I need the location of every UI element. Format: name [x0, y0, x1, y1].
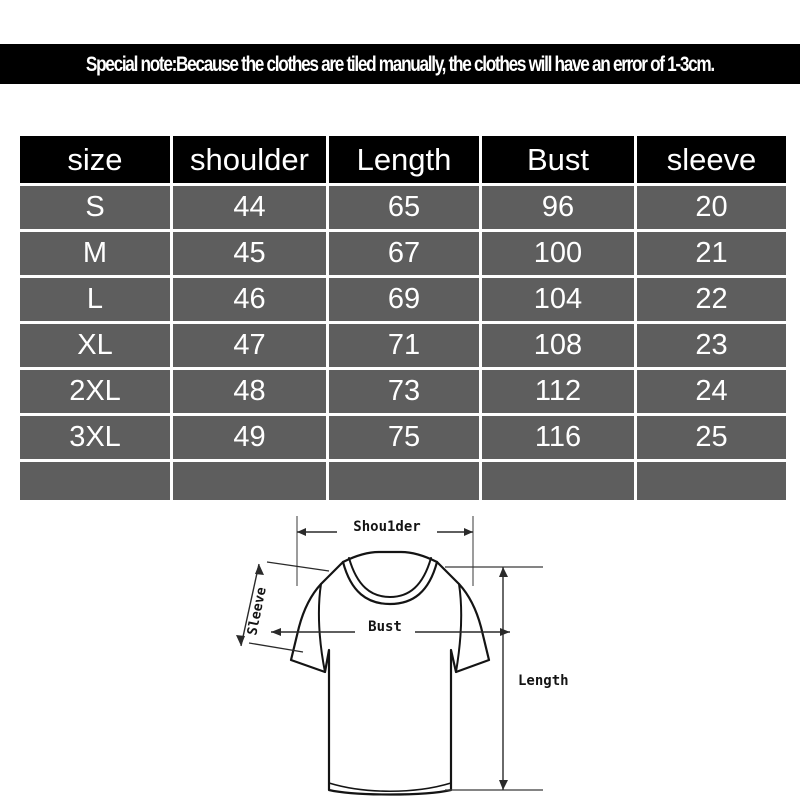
shoulder-label-bg	[337, 518, 437, 536]
cell-size: L	[20, 278, 170, 321]
cell-length: 73	[329, 370, 479, 413]
hem-line	[328, 782, 452, 793]
sleeve-label: Sleeve	[244, 586, 269, 637]
column-header-bust: Bust	[482, 136, 634, 183]
neckline-icon	[341, 557, 439, 606]
cell-shoulder: 47	[173, 324, 326, 367]
cell-shoulder	[173, 462, 326, 500]
length-label: Length	[518, 673, 569, 689]
table-header-row: size shoulder Length Bust sleeve	[20, 136, 786, 183]
cell-size: S	[20, 186, 170, 229]
cell-length: 69	[329, 278, 479, 321]
size-chart-table: size shoulder Length Bust sleeve S 44 65…	[17, 133, 789, 503]
cell-length: 71	[329, 324, 479, 367]
table-row: L 46 69 104 22	[20, 278, 786, 321]
cell-sleeve	[637, 462, 786, 500]
cell-size: M	[20, 232, 170, 275]
table-row: S 44 65 96 20	[20, 186, 786, 229]
cell-size: 2XL	[20, 370, 170, 413]
sleeve-dimension	[236, 561, 330, 653]
table-row: 2XL 48 73 112 24	[20, 370, 786, 413]
table-row-empty	[20, 462, 786, 500]
cell-length: 67	[329, 232, 479, 275]
column-header-length: Length	[329, 136, 479, 183]
bust-label: Bust	[368, 619, 402, 635]
special-note-banner: Special note:Because the clothes are til…	[0, 44, 800, 84]
cell-shoulder: 45	[173, 232, 326, 275]
cell-shoulder: 49	[173, 416, 326, 459]
cell-sleeve: 24	[637, 370, 786, 413]
cell-length: 75	[329, 416, 479, 459]
cell-bust: 116	[482, 416, 634, 459]
cell-sleeve: 23	[637, 324, 786, 367]
cell-size: XL	[20, 324, 170, 367]
sleeve-hem-lines	[317, 583, 463, 673]
cell-length	[329, 462, 479, 500]
cell-size: 3XL	[20, 416, 170, 459]
column-header-size: size	[20, 136, 170, 183]
cell-length: 65	[329, 186, 479, 229]
size-chart-header: size shoulder Length Bust sleeve	[20, 136, 786, 183]
column-header-sleeve: sleeve	[637, 136, 786, 183]
tshirt-measurement-diagram: Shou1der Sleeve Bust Length	[225, 500, 585, 800]
special-note-text: Special note:Because the clothes are til…	[86, 52, 715, 76]
column-header-shoulder: shoulder	[173, 136, 326, 183]
cell-sleeve: 20	[637, 186, 786, 229]
cell-sleeve: 22	[637, 278, 786, 321]
cell-bust: 100	[482, 232, 634, 275]
cell-sleeve: 21	[637, 232, 786, 275]
cell-bust	[482, 462, 634, 500]
table-row: M 45 67 100 21	[20, 232, 786, 275]
table-row: XL 47 71 108 23	[20, 324, 786, 367]
bust-label-bg	[355, 618, 415, 636]
cell-shoulder: 48	[173, 370, 326, 413]
cell-shoulder: 46	[173, 278, 326, 321]
cell-bust: 112	[482, 370, 634, 413]
size-chart-body: S 44 65 96 20 M 45 67 100 21 L 46 69 104…	[20, 186, 786, 500]
cell-bust: 96	[482, 186, 634, 229]
shoulder-label: Shou1der	[353, 519, 420, 535]
cell-size	[20, 462, 170, 500]
cell-bust: 108	[482, 324, 634, 367]
cell-sleeve: 25	[637, 416, 786, 459]
table-row: 3XL 49 75 116 25	[20, 416, 786, 459]
tshirt-outline-icon	[289, 550, 491, 796]
cell-bust: 104	[482, 278, 634, 321]
cell-shoulder: 44	[173, 186, 326, 229]
length-dimension	[445, 566, 543, 791]
